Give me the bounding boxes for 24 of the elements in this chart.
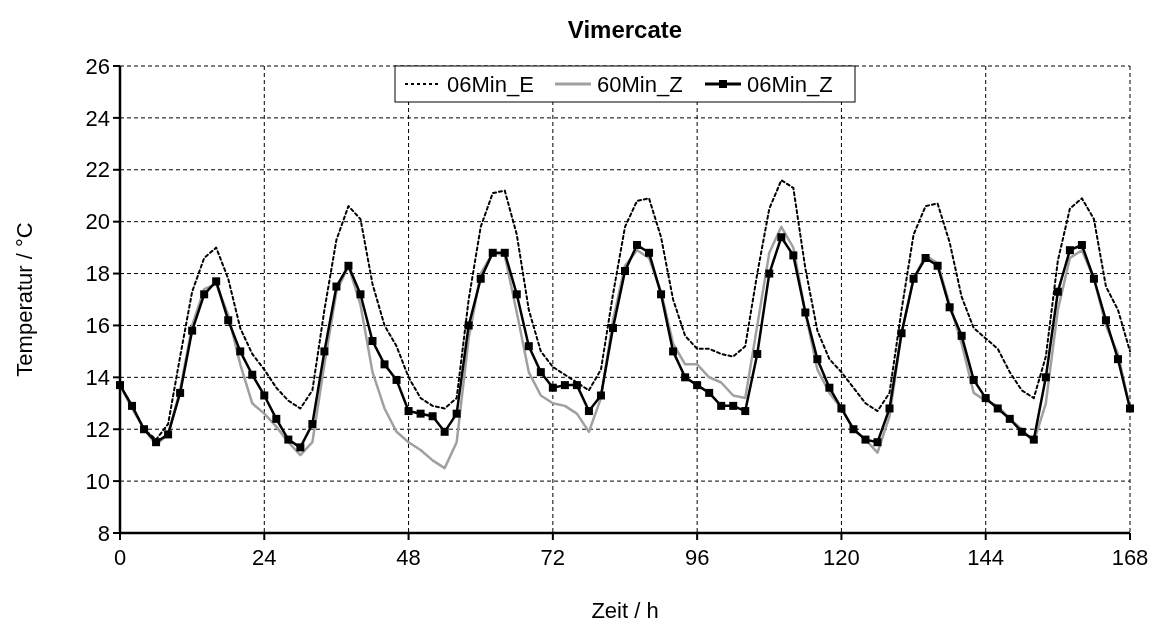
y-tick-label: 22	[85, 157, 110, 183]
x-tick-label: 144	[967, 545, 1005, 570]
x-axis-title: Zeit / h	[591, 598, 659, 623]
y-tick-label: 12	[85, 416, 110, 442]
y-tick-label: 24	[85, 105, 110, 131]
x-tick-label: 168	[1111, 545, 1149, 570]
y-tick-label: 10	[85, 468, 110, 494]
chart-title: Vimercate	[567, 16, 683, 43]
y-tick-label: 8	[97, 520, 110, 546]
y-tick-label: 20	[85, 209, 110, 235]
y-axis-title: Temperatur / °C	[12, 222, 37, 377]
y-tick-label: 14	[85, 365, 110, 391]
x-tick-label: 72	[540, 545, 566, 570]
legend-label: 06Min_Z	[747, 71, 833, 97]
x-tick-label: 96	[684, 545, 710, 570]
y-tick-label: 18	[85, 261, 110, 287]
x-tick-label: 48	[396, 545, 421, 570]
x-tick-label: 0	[113, 545, 127, 570]
legend-label: 60Min_Z	[597, 71, 683, 97]
y-tick-label: 26	[85, 53, 110, 79]
y-tick-label: 16	[85, 313, 110, 339]
x-tick-label: 24	[252, 545, 277, 570]
legend-label: 06Min_E	[447, 71, 534, 97]
x-tick-label: 120	[823, 545, 860, 570]
